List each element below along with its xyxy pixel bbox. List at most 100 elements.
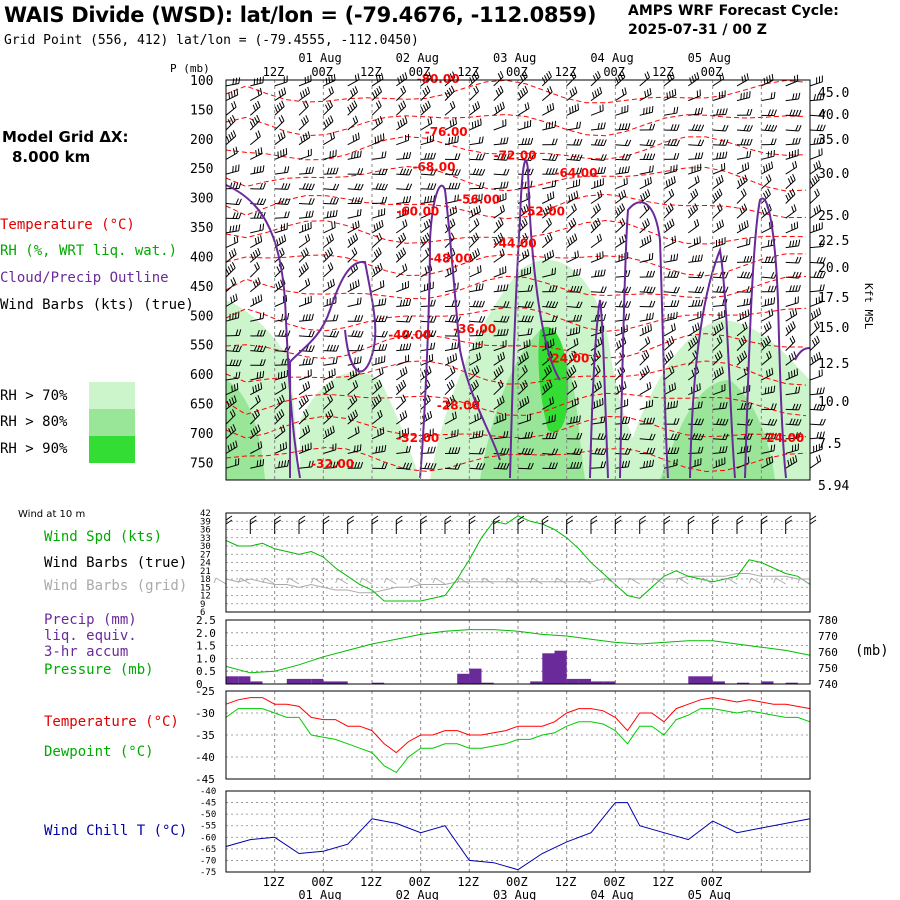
- wind-barb-flag: [716, 352, 721, 359]
- wind-barb-flag: [424, 234, 429, 241]
- wind-barb-flag: [624, 87, 627, 94]
- wind-barb: [323, 221, 336, 234]
- wind-barb: [809, 418, 826, 426]
- wind-barb-flag: [305, 314, 308, 321]
- wind-barb-flag: [822, 284, 825, 291]
- wind-barb: [444, 205, 458, 219]
- surface-wind-barb-flag: [347, 519, 354, 525]
- legend-temperature: Temperature (°C): [0, 217, 135, 233]
- wind-barb-flag: [378, 380, 383, 387]
- wind-barb-flag: [571, 235, 575, 242]
- wind-barb-shaft: [469, 418, 482, 425]
- wind-barb: [274, 222, 288, 234]
- wind-barb-shaft: [639, 405, 653, 410]
- wind-barb: [469, 182, 485, 190]
- wind-barb-flag: [378, 183, 382, 190]
- wind-barb-shaft: [809, 246, 823, 249]
- wind-barb-flag: [721, 164, 723, 171]
- top-hour-tick-7: 00Z: [603, 65, 625, 79]
- wind-barb-flag: [325, 251, 329, 258]
- wind-barb: [517, 266, 532, 278]
- surface-wind-barb-flag: [663, 519, 671, 525]
- wind-barb: [639, 336, 651, 351]
- wind-barb: [566, 314, 583, 322]
- cloud-outline-6: [689, 246, 736, 479]
- wind-barb-flag: [402, 247, 407, 254]
- wind-barb-flag: [402, 412, 405, 419]
- wind-barb: [517, 462, 534, 470]
- wind-barb-flag: [593, 401, 596, 408]
- wind-barb-flag: [432, 428, 434, 435]
- wind-barb-flag: [357, 279, 360, 286]
- wind-barb-shaft: [736, 327, 748, 337]
- wind-barb-flag: [718, 176, 722, 184]
- windchill-y-tick-2: -50: [200, 810, 216, 820]
- wind-barb: [809, 442, 823, 454]
- wind-barb-flag: [652, 300, 656, 308]
- wind-barb: [517, 249, 530, 263]
- wind-barb-flag: [652, 417, 656, 424]
- wind-barb-flag: [472, 251, 476, 259]
- wind-barb-flag: [352, 223, 355, 230]
- wind-barb-flag: [747, 309, 750, 316]
- wind-barb-shaft: [590, 239, 602, 249]
- wind-barb-shaft: [469, 173, 483, 176]
- wind-barb-flag: [449, 355, 452, 363]
- wind-barb-flag: [527, 462, 531, 469]
- wind-barb-flag: [547, 88, 551, 95]
- wind-barb: [517, 102, 530, 116]
- kft-tick-11: 7.5: [818, 437, 841, 452]
- top-date-tick-0: 01 Aug: [298, 51, 341, 65]
- wind-barb-flag: [326, 211, 329, 218]
- wind-barb-shaft: [590, 291, 605, 294]
- wind-barb-flag: [718, 368, 722, 375]
- kft-tick-12: 5.94: [818, 479, 849, 494]
- wind-barb: [274, 459, 290, 469]
- wind-barb-flag: [374, 384, 378, 391]
- wind-barb-shaft: [274, 188, 288, 190]
- wind-barb-flag: [330, 115, 334, 122]
- wind-barb-flag: [280, 371, 283, 379]
- wind-barb-flag: [548, 364, 552, 372]
- wind-barb-flag: [716, 205, 721, 212]
- wind-barb-flag: [571, 352, 575, 359]
- isotherm-label-5: -60.00: [396, 204, 439, 218]
- wind-barb-flag: [430, 183, 434, 190]
- wind-barb-flag: [400, 249, 404, 256]
- wind-barb-flag: [376, 382, 380, 389]
- wind-barb-flag: [233, 89, 236, 97]
- wind-barb-shaft: [590, 128, 604, 131]
- wind-barb-shaft: [249, 414, 260, 425]
- wind-barb-flag: [821, 369, 823, 376]
- wind-barb-shaft: [493, 385, 504, 396]
- wind-barb: [542, 249, 555, 263]
- grid-wind-barb-shaft: [215, 577, 227, 585]
- wind-barb: [444, 411, 457, 425]
- wind-barb-flag: [694, 459, 696, 467]
- wind-barb: [761, 73, 774, 87]
- wind-barb-shaft: [444, 91, 455, 101]
- wind-barb-flag: [795, 285, 798, 292]
- wind-barb: [809, 222, 823, 234]
- wind-barb-flag: [694, 203, 699, 210]
- wind-barb: [712, 384, 726, 396]
- surface-wind-barb-flag: [615, 519, 622, 525]
- wind-barb-flag: [329, 280, 333, 287]
- wind-barb-flag: [644, 191, 648, 198]
- precip-bar: [299, 678, 312, 684]
- wind-barb-flag: [478, 194, 480, 201]
- wind-barb-shaft: [785, 155, 799, 160]
- wind-barb-flag: [648, 400, 651, 407]
- wind-barb-shaft: [590, 343, 603, 352]
- wind-barb: [663, 106, 679, 116]
- wind-barb-flag: [627, 123, 631, 130]
- wind-barb: [736, 138, 753, 146]
- wind-barb-flag: [721, 366, 724, 373]
- wind-barb-flag: [335, 209, 338, 217]
- wind-barb-flag: [649, 270, 653, 278]
- wind-barb-flag: [477, 119, 479, 126]
- wind-barb-shaft: [323, 227, 336, 234]
- wind-barb-shaft: [250, 229, 264, 234]
- wind-barb-flag: [429, 410, 433, 418]
- wind-barb-flag: [599, 86, 603, 94]
